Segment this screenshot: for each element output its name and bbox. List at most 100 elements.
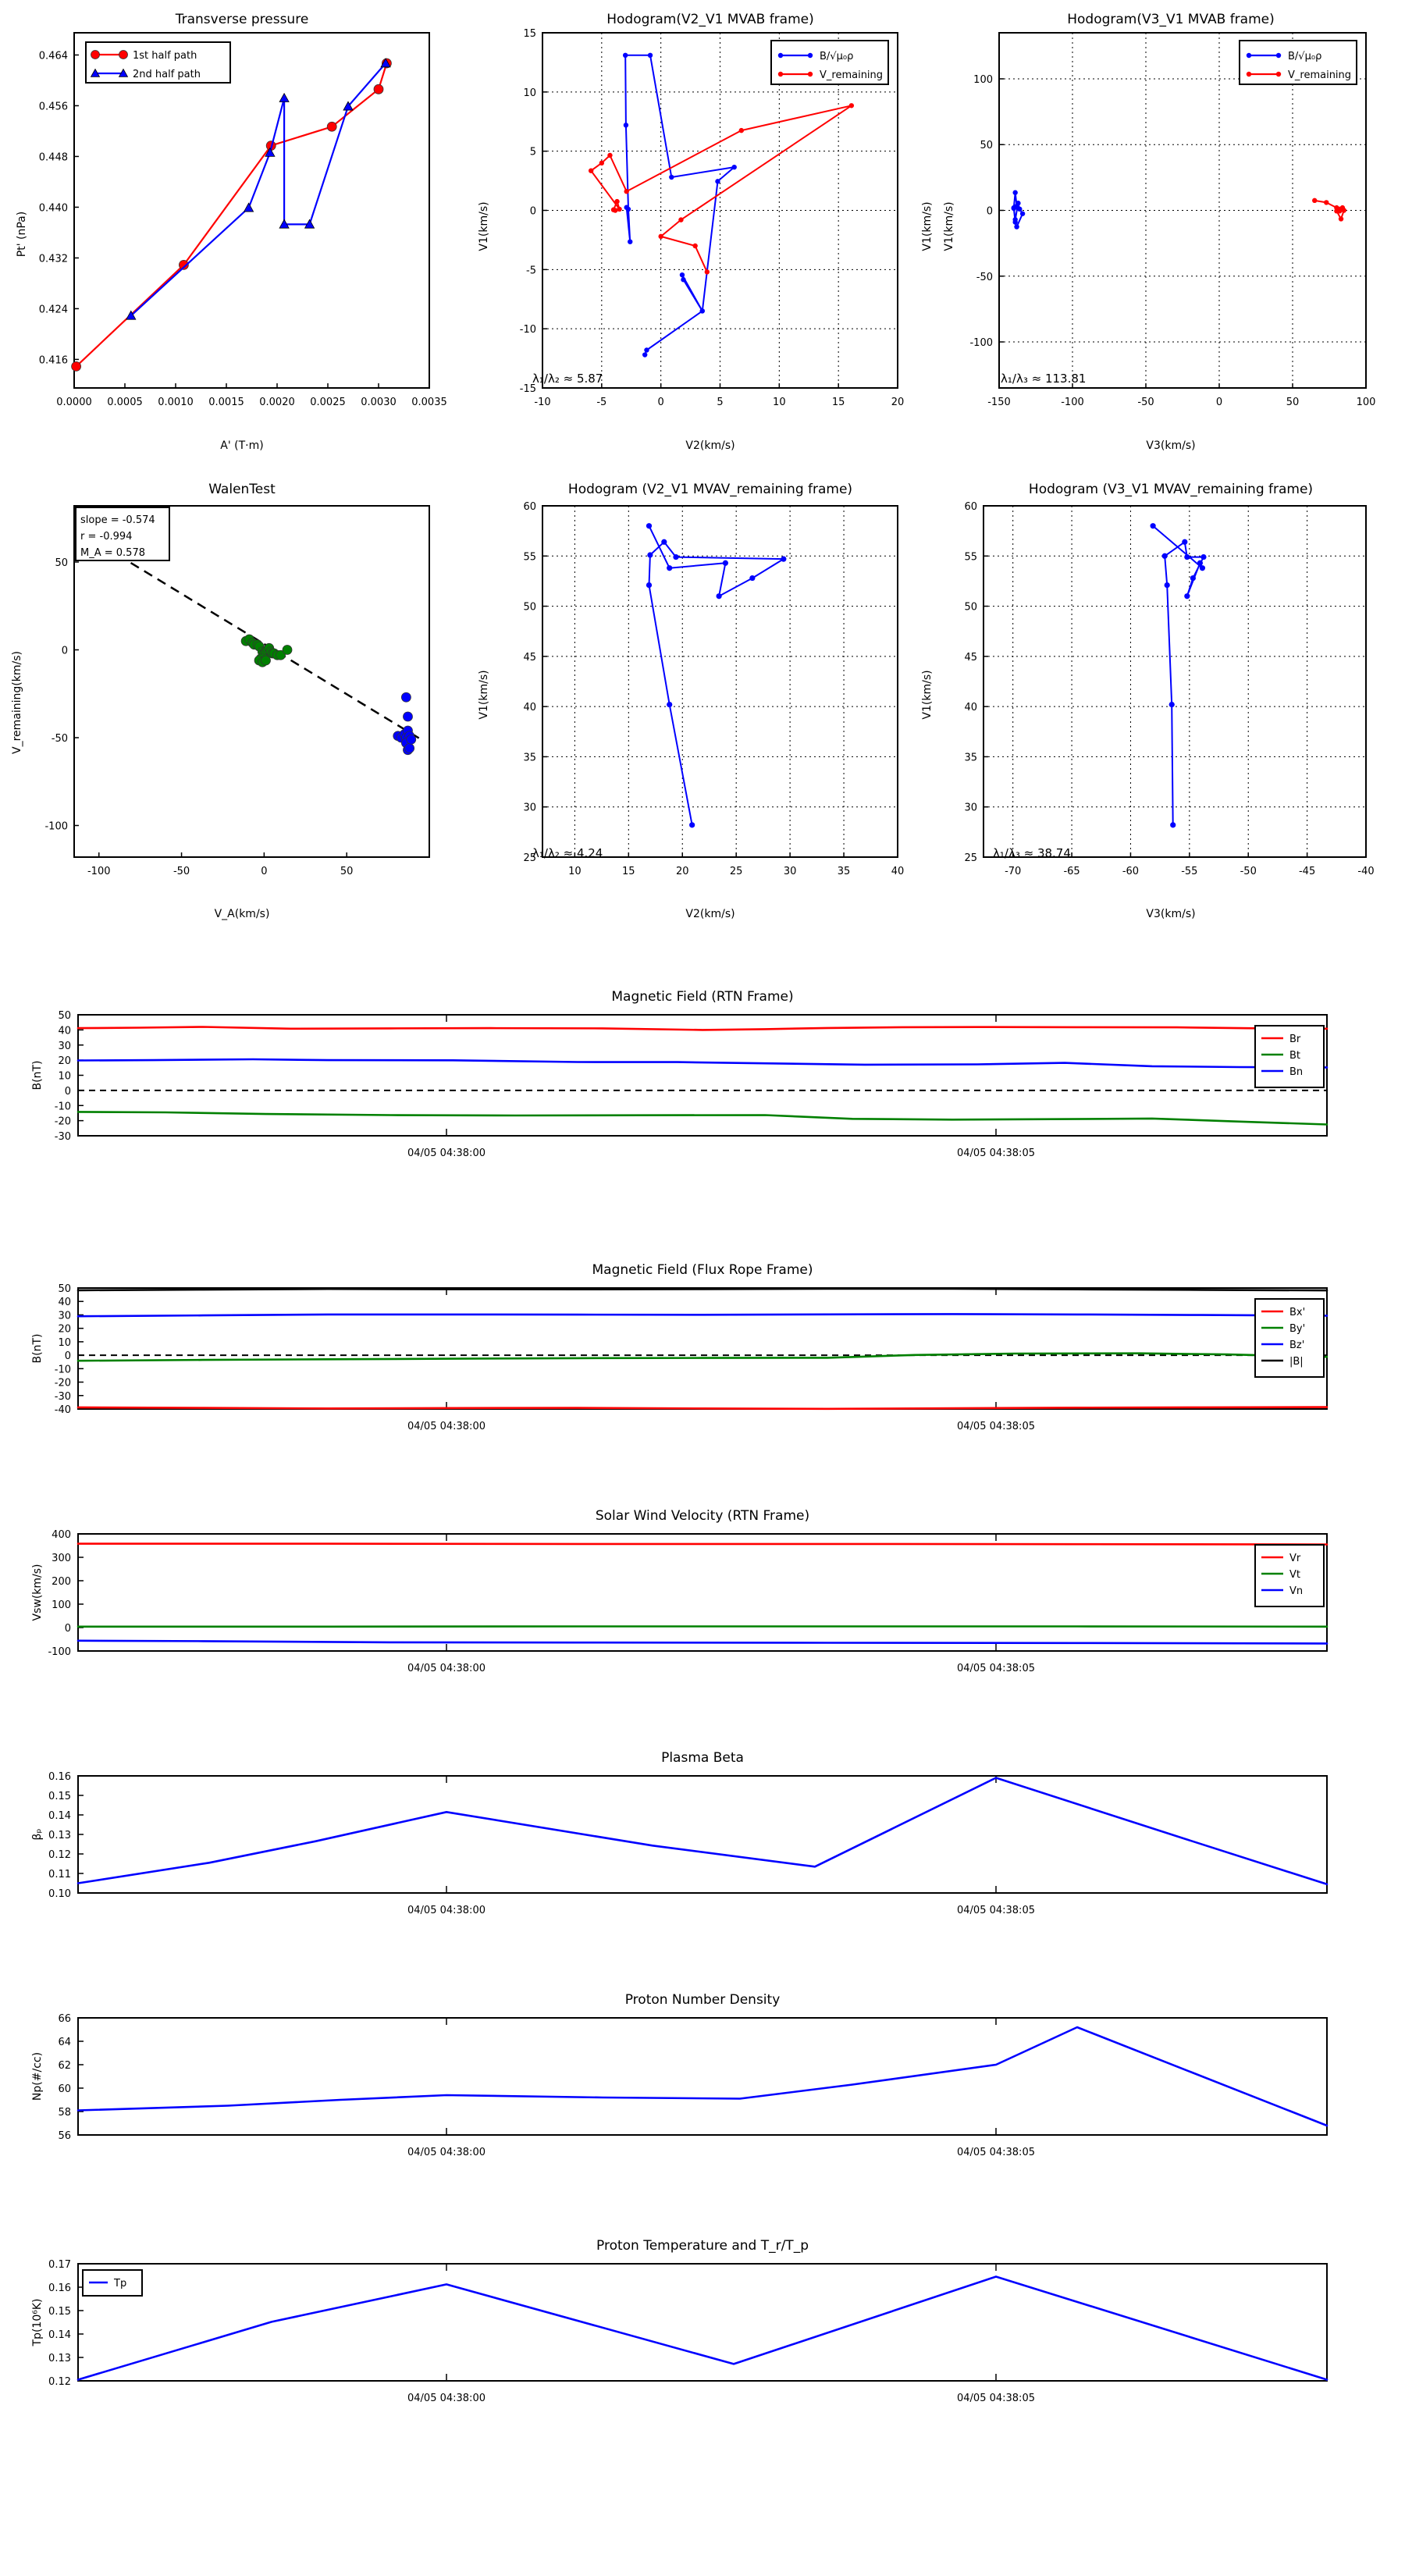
x-tick-label: 0 <box>1216 397 1222 408</box>
y-tick-label: 0.10 <box>48 1888 71 1900</box>
y-tick-label: 60 <box>964 501 977 513</box>
y-axis-label: V_remaining(km/s) <box>11 651 23 754</box>
series-Np <box>76 2026 1329 2127</box>
panel-title: Proton Number Density <box>625 1992 781 2008</box>
panel-plasma-beta: Plasma Beta 0.10 0.11 0.12 0.13 0.14 0.15 0.16 0… <box>0 1729 1405 1967</box>
x-tick-label: 0 <box>658 397 664 408</box>
series-Bz' <box>76 1313 1329 1318</box>
y-tick-label: 45 <box>523 652 536 664</box>
data-marker <box>1019 211 1026 216</box>
data-marker <box>715 179 720 184</box>
x-tick-label: 10 <box>773 397 786 408</box>
data-marker <box>689 822 695 828</box>
x-axis-label: V2(km/s) <box>685 908 735 920</box>
data-marker <box>642 352 648 358</box>
y-tick-label: 0.416 <box>39 354 68 366</box>
series-beta <box>76 1777 1329 1886</box>
eigenvalue-ratio-annotation: λ₁/λ₂ ≈ 5.87 <box>532 372 603 386</box>
data-marker <box>1012 190 1018 195</box>
x-tick-label: 50 <box>340 866 354 877</box>
y-tick-label: 50 <box>980 140 993 151</box>
data-marker <box>658 233 663 240</box>
y-tick-label: 0.432 <box>39 253 68 265</box>
y-tick-label: -30 <box>55 1131 71 1143</box>
x-tick-label: 04/05 04:38:00 <box>407 1147 486 1159</box>
x-tick-label: 25 <box>730 866 743 877</box>
series-Bx' <box>76 1406 1329 1411</box>
data-marker <box>599 160 605 166</box>
data-marker <box>673 553 679 560</box>
legend-label: B/√μ₀ρ <box>820 51 853 62</box>
plot-frame <box>983 505 1367 858</box>
x-axis-label: V_A(km/s) <box>215 908 270 920</box>
y-tick-label: 35 <box>523 752 536 763</box>
legend-box <box>770 40 889 85</box>
y-tick-label: 300 <box>52 1553 71 1564</box>
panel-title: WalenTest <box>208 482 276 497</box>
fit-stat-line: M_A = 0.578 <box>80 547 145 559</box>
data-marker <box>749 575 756 582</box>
data-marker <box>617 206 622 212</box>
data-marker <box>282 645 293 655</box>
legend-label: Bx' <box>1289 1307 1305 1318</box>
data-marker <box>178 259 189 270</box>
data-marker <box>1161 553 1168 559</box>
data-marker <box>722 560 728 566</box>
y-tick-label: 0.12 <box>48 2376 71 2388</box>
panel-magnetic-field-rtn: Magnetic Field (RTN Frame) -30 -20 -10 0 10 20… <box>0 968 1405 1210</box>
data-marker <box>400 692 411 703</box>
fit-line <box>76 529 422 741</box>
data-marker <box>614 198 620 205</box>
y-axis-label: Vsw(km/s) <box>31 1564 44 1621</box>
y-tick-label: 0.464 <box>39 50 68 62</box>
y-tick-label: 0 <box>65 1623 71 1635</box>
legend-label: Br <box>1289 1034 1301 1045</box>
data-marker <box>607 152 613 158</box>
x-tick-label: -50 <box>1240 866 1257 877</box>
x-tick-label: 50 <box>1286 397 1300 408</box>
panel-walen-test: WalenTest -100 -50 0 50 -100 -50 0 50 slope = -… <box>0 468 468 929</box>
legend-box <box>1254 1025 1325 1088</box>
y-tick-label: 0.13 <box>48 1830 71 1841</box>
panel-solar-wind-velocity: Solar Wind Velocity (RTN Frame) -100 0 100 2… <box>0 1487 1405 1725</box>
data-marker <box>647 52 653 59</box>
x-tick-label: -60 <box>1122 866 1139 877</box>
y-tick-label: -15 <box>520 383 536 395</box>
series-Vr <box>76 1542 1329 1546</box>
y-tick-label: 15 <box>523 28 536 40</box>
y-tick-label: 30 <box>58 1041 71 1052</box>
x-tick-label: 5 <box>717 397 723 408</box>
panel-title: Transverse pressure <box>175 12 309 27</box>
panel-title: Hodogram(V2_V1 MVAB frame) <box>606 12 814 27</box>
data-marker <box>279 92 290 102</box>
y-axis-label-right: V1(km/s) <box>921 201 934 251</box>
y-tick-label: -10 <box>55 1364 71 1375</box>
y-tick-label: 58 <box>58 2107 71 2119</box>
x-tick-label: 04/05 04:38:00 <box>407 1905 486 1916</box>
series-trajectory <box>648 525 784 826</box>
data-marker <box>1339 205 1346 211</box>
x-tick-label: -65 <box>1063 866 1080 877</box>
data-marker <box>1246 52 1252 59</box>
plot-frame <box>77 1533 1328 1652</box>
y-tick-label: 0.13 <box>48 2353 71 2364</box>
y-tick-label: 5 <box>530 147 536 158</box>
data-marker <box>588 168 594 173</box>
data-marker <box>1275 71 1282 77</box>
x-axis-label: V3(km/s) <box>1146 908 1195 920</box>
x-axis-label: V2(km/s) <box>685 439 735 452</box>
data-marker <box>90 68 101 77</box>
panel-proton-temperature: Proton Temperature and T_r/T_p 0.12 0.13 0.… <box>0 2217 1405 2459</box>
x-tick-label: 0.0035 <box>411 397 447 408</box>
data-marker <box>1197 560 1204 566</box>
y-axis-label: Pt' (nPa) <box>16 212 28 257</box>
y-tick-label: 0.456 <box>39 101 68 112</box>
legend-label: By' <box>1289 1323 1305 1335</box>
panel-title: Magnetic Field (Flux Rope Frame) <box>592 1262 813 1278</box>
y-tick-label: 0.16 <box>48 2282 71 2294</box>
y-tick-label: 100 <box>973 74 993 86</box>
data-marker <box>126 310 137 320</box>
data-marker <box>644 347 649 353</box>
legend-box <box>1254 1544 1325 1607</box>
